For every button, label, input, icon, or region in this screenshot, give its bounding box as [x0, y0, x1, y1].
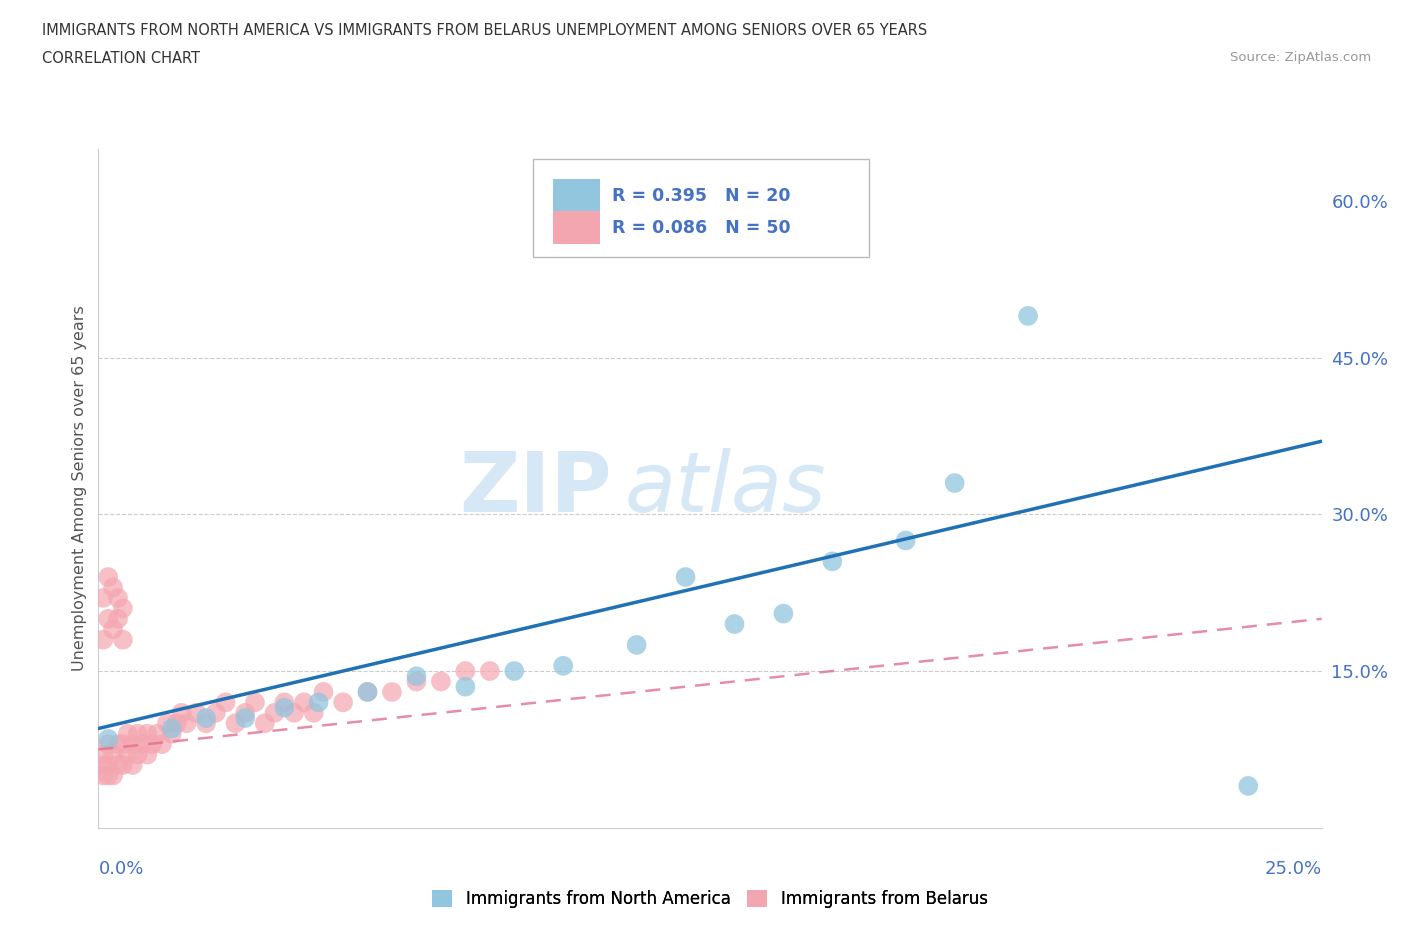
Point: [91, 758, 114, 773]
Point: [772, 606, 794, 621]
Text: Source: ZipAtlas.com: Source: ZipAtlas.com: [1230, 51, 1371, 64]
Point: [302, 705, 325, 720]
Point: [478, 664, 501, 679]
Point: [91, 632, 114, 647]
Point: [150, 737, 173, 751]
Text: CORRELATION CHART: CORRELATION CHART: [42, 51, 200, 66]
Point: [127, 726, 149, 741]
Point: [97, 611, 120, 626]
Point: [131, 737, 153, 751]
FancyBboxPatch shape: [554, 211, 600, 244]
Point: [263, 705, 285, 720]
Point: [1237, 778, 1260, 793]
Point: [91, 768, 114, 783]
Point: [273, 700, 295, 715]
Point: [101, 768, 124, 783]
Point: [821, 554, 844, 569]
Point: [176, 716, 198, 731]
Legend: Immigrants from North America, Immigrants from Belarus: Immigrants from North America, Immigrant…: [426, 883, 994, 914]
Point: [170, 705, 193, 720]
Point: [97, 768, 120, 783]
Point: [356, 684, 378, 699]
Point: [283, 705, 305, 720]
Point: [626, 637, 648, 652]
Point: [160, 721, 183, 736]
Text: atlas: atlas: [624, 447, 827, 529]
Point: [97, 758, 120, 773]
Point: [430, 674, 453, 689]
Point: [214, 695, 236, 710]
Point: [136, 747, 159, 762]
Point: [156, 716, 179, 731]
Point: [117, 726, 139, 741]
Point: [101, 622, 124, 637]
Point: [97, 732, 120, 747]
Text: 0.0%: 0.0%: [98, 860, 143, 878]
Point: [107, 737, 129, 751]
Point: [454, 679, 477, 694]
Point: [224, 716, 246, 731]
Text: IMMIGRANTS FROM NORTH AMERICA VS IMMIGRANTS FROM BELARUS UNEMPLOYMENT AMONG SENI: IMMIGRANTS FROM NORTH AMERICA VS IMMIGRA…: [42, 23, 928, 38]
Point: [195, 711, 218, 725]
Point: [97, 737, 120, 751]
Point: [308, 695, 330, 710]
Point: [111, 601, 134, 616]
Point: [160, 726, 183, 741]
FancyBboxPatch shape: [554, 179, 600, 212]
Point: [121, 737, 143, 751]
Point: [675, 569, 697, 584]
Point: [205, 705, 228, 720]
Point: [233, 711, 256, 725]
Point: [121, 758, 143, 773]
Point: [127, 747, 149, 762]
FancyBboxPatch shape: [533, 159, 869, 258]
Point: [233, 705, 256, 720]
Point: [356, 684, 378, 699]
Point: [91, 591, 114, 605]
Y-axis label: Unemployment Among Seniors over 65 years: Unemployment Among Seniors over 65 years: [72, 305, 87, 671]
Text: R = 0.395   N = 20: R = 0.395 N = 20: [612, 187, 790, 205]
Text: ZIP: ZIP: [460, 447, 612, 529]
Point: [107, 591, 129, 605]
Point: [381, 684, 404, 699]
Point: [101, 747, 124, 762]
Point: [312, 684, 335, 699]
Point: [894, 533, 917, 548]
Point: [553, 658, 575, 673]
Point: [253, 716, 276, 731]
Point: [292, 695, 315, 710]
Point: [1017, 309, 1039, 324]
Point: [97, 569, 120, 584]
Point: [111, 737, 134, 751]
Point: [111, 758, 134, 773]
Point: [91, 747, 114, 762]
Point: [454, 664, 477, 679]
Point: [117, 747, 139, 762]
Point: [723, 617, 745, 631]
Point: [405, 669, 427, 684]
Point: [243, 695, 266, 710]
Point: [141, 737, 163, 751]
Point: [195, 716, 218, 731]
Point: [107, 611, 129, 626]
Point: [146, 726, 169, 741]
Point: [111, 632, 134, 647]
Point: [503, 664, 526, 679]
Point: [166, 716, 188, 731]
Point: [186, 705, 208, 720]
Point: [101, 580, 124, 595]
Point: [943, 475, 966, 490]
Point: [273, 695, 295, 710]
Point: [136, 726, 159, 741]
Text: 25.0%: 25.0%: [1264, 860, 1322, 878]
Point: [405, 674, 427, 689]
Text: R = 0.086   N = 50: R = 0.086 N = 50: [612, 219, 790, 236]
Point: [107, 758, 129, 773]
Point: [332, 695, 354, 710]
